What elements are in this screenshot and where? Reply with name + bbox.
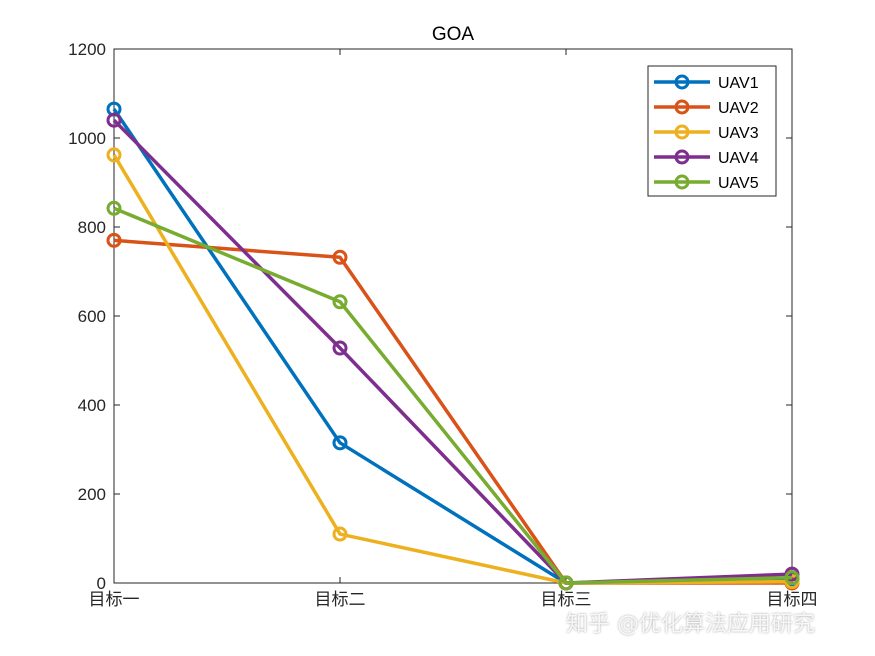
- data-point: [106, 200, 122, 216]
- series-line: [112, 118, 793, 585]
- legend-marker: [674, 149, 690, 165]
- y-tick-label: 600: [78, 307, 106, 326]
- y-tick-label: 1000: [68, 129, 106, 148]
- legend-label: UAV2: [718, 100, 759, 117]
- x-tick-label: 目标一: [89, 590, 140, 609]
- data-point: [784, 570, 800, 586]
- watermark: 知乎 @优化算法应用研究: [566, 612, 815, 637]
- legend-marker: [674, 124, 690, 140]
- data-point: [332, 526, 348, 542]
- x-tick-label: 目标二: [315, 590, 366, 609]
- legend-marker: [674, 74, 690, 90]
- y-tick-label: 200: [78, 485, 106, 504]
- y-tick-label: 0: [97, 574, 106, 593]
- legend: UAV1 UAV2 UAV3 UAV4 UAV5: [647, 65, 777, 197]
- chart-title: GOA: [432, 24, 475, 45]
- legend-marker: [674, 99, 690, 115]
- x-tick-label: 目标四: [767, 590, 818, 609]
- data-point: [332, 435, 348, 451]
- data-point: [332, 340, 348, 356]
- legend-label: UAV5: [718, 175, 759, 192]
- legend-label: UAV4: [718, 150, 759, 167]
- data-point: [106, 232, 122, 248]
- legend-label: UAV1: [718, 75, 759, 92]
- series-line: [112, 154, 793, 585]
- x-tick-label: 目标三: [541, 590, 592, 609]
- data-point: [558, 575, 574, 591]
- y-tick-label: 800: [78, 218, 106, 237]
- data-point: [106, 147, 122, 163]
- y-tick-label: 400: [78, 396, 106, 415]
- legend-label: UAV3: [718, 125, 759, 142]
- y-tick-label: 1200: [68, 40, 106, 59]
- data-point: [106, 112, 122, 128]
- legend-marker: [674, 174, 690, 190]
- series-line: [113, 206, 793, 585]
- data-point: [332, 294, 348, 310]
- data-point: [332, 249, 348, 265]
- series-uav5: [106, 200, 800, 591]
